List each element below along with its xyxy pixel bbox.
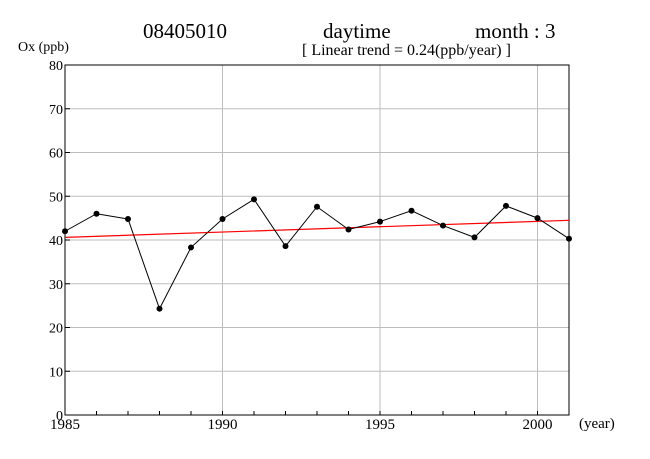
x-tick-label-1995: 1995: [365, 417, 395, 433]
y-axis-label: Ox (ppb): [18, 40, 69, 55]
x-axis-label: (year): [579, 416, 615, 432]
data-point-1999: [503, 202, 509, 209]
x-tick-label-2000: 2000: [523, 417, 553, 433]
station-id: 08405010: [143, 19, 227, 43]
trend-line: [64, 219, 570, 238]
y-tick-label-30: 30: [49, 278, 63, 293]
y-tick-label-60: 60: [49, 147, 63, 162]
y-tick-label-40: 40: [49, 234, 63, 249]
data-point-1994: [345, 226, 352, 233]
data-point-1997: [440, 222, 446, 229]
y-tick-label-20: 20: [49, 322, 63, 337]
series-group: [62, 196, 572, 312]
y-axis: 0 10 20 30 40 50 60 70 80: [49, 59, 70, 424]
data-point-1998: [471, 234, 478, 241]
data-point-1992: [282, 243, 289, 250]
y-tick-label-10: 10: [49, 365, 63, 380]
data-point-1987: [125, 216, 131, 222]
data-point-1993: [314, 203, 320, 210]
period-label: daytime: [323, 19, 391, 43]
x-tick-label-1985: 1985: [50, 417, 80, 433]
trend-line-group: [64, 219, 570, 238]
data-point-1986: [93, 210, 100, 217]
data-point-2001: [566, 235, 572, 242]
x-tick-label-1990: 1990: [208, 417, 238, 433]
data-point-1988: [156, 305, 163, 312]
data-point-1985: [62, 228, 68, 235]
data-point-2000: [534, 215, 541, 222]
y-tick-label-50: 50: [49, 190, 63, 205]
trend-label: [ Linear trend = 0.24(ppb/year) ]: [302, 42, 511, 59]
data-point-1989: [188, 244, 194, 251]
x-axis: 1985 1990 1995 2000: [50, 411, 570, 433]
grid: [65, 65, 569, 415]
y-tick-label-80: 80: [49, 59, 63, 74]
data-point-1995: [377, 218, 383, 225]
data-point-1990: [219, 216, 226, 222]
data-point-1991: [251, 196, 257, 203]
data-point-1996: [408, 207, 415, 214]
series-line-0: [64, 198, 570, 310]
y-tick-label-0: 0: [56, 409, 63, 424]
y-tick-label-70: 70: [49, 103, 63, 118]
month-label: month : 3: [475, 19, 556, 43]
